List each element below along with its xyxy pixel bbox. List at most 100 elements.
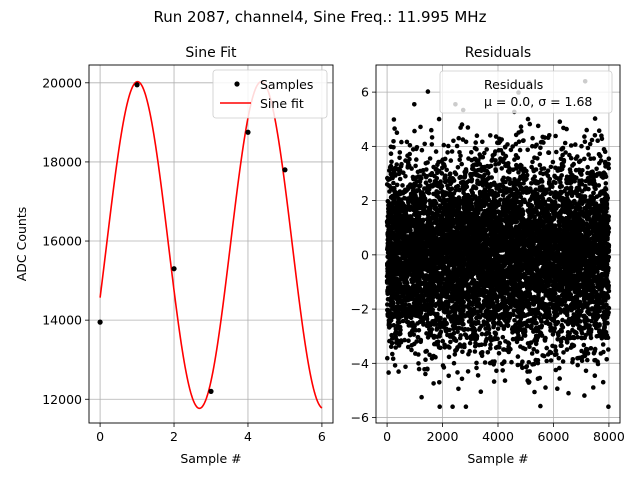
residual-point xyxy=(460,137,466,142)
residual-point xyxy=(400,318,406,324)
residual-point xyxy=(516,170,521,175)
residual-point xyxy=(532,389,537,395)
residual-point xyxy=(460,349,465,355)
residual-point xyxy=(463,171,468,176)
residual-point xyxy=(411,190,417,195)
residual-point xyxy=(459,376,465,382)
residual-point xyxy=(394,182,400,188)
sample-point xyxy=(97,319,103,325)
residual-point xyxy=(597,160,602,166)
residual-point xyxy=(553,133,558,139)
residual-point xyxy=(449,186,455,191)
residual-point xyxy=(529,351,535,356)
residual-point xyxy=(390,351,395,357)
residual-point xyxy=(391,323,397,328)
residual-point xyxy=(546,309,552,315)
residual-point xyxy=(453,171,459,177)
residual-point xyxy=(599,197,604,203)
residual-point xyxy=(471,211,477,216)
residual-point xyxy=(521,138,526,143)
x-tick-label: 4 xyxy=(244,429,252,444)
residual-point xyxy=(497,182,503,188)
residual-point xyxy=(473,340,478,346)
residual-point xyxy=(526,360,532,365)
residual-point xyxy=(558,339,564,345)
residual-point xyxy=(418,124,423,130)
sine-fit-xlabel: Sample # xyxy=(180,451,241,466)
residual-point xyxy=(589,318,594,324)
y-tick-label: 20000 xyxy=(42,75,82,90)
residual-point xyxy=(552,257,557,263)
residual-point xyxy=(539,323,545,329)
residual-point xyxy=(558,310,563,315)
residual-point xyxy=(510,336,516,342)
sine-fit-legend: Samples Sine fit xyxy=(212,69,328,119)
residual-point xyxy=(406,338,411,344)
residual-point xyxy=(544,358,549,364)
residual-point xyxy=(523,185,529,191)
residual-point xyxy=(539,177,544,183)
sine-fit-title: Sine Fit xyxy=(185,45,237,61)
residual-point xyxy=(604,357,609,362)
residual-point xyxy=(531,347,536,352)
residual-point xyxy=(585,164,590,170)
residual-point xyxy=(405,344,411,350)
residual-point xyxy=(512,318,517,323)
residual-point xyxy=(388,144,394,150)
residual-point xyxy=(592,373,598,379)
residual-point xyxy=(568,143,574,148)
residual-point xyxy=(453,184,459,190)
residual-point xyxy=(551,179,557,185)
residual-point xyxy=(436,116,442,122)
residual-point xyxy=(546,150,551,155)
residual-point xyxy=(547,176,552,182)
residual-point xyxy=(454,217,459,222)
residual-point xyxy=(548,358,554,363)
residual-point xyxy=(599,133,604,138)
residual-point xyxy=(535,156,540,161)
residual-point xyxy=(589,137,595,143)
residual-point xyxy=(557,365,562,371)
residual-point xyxy=(423,180,429,185)
residual-point xyxy=(540,296,546,301)
residual-point xyxy=(538,403,543,409)
residual-point xyxy=(493,167,498,172)
residual-point xyxy=(416,361,421,366)
residual-point xyxy=(596,183,602,188)
residual-point xyxy=(406,323,412,328)
residual-point xyxy=(535,123,541,129)
residual-point xyxy=(530,159,535,165)
residual-point xyxy=(579,348,584,354)
residual-point xyxy=(530,135,535,141)
residual-point xyxy=(422,314,428,320)
residual-point xyxy=(467,340,473,346)
residual-point xyxy=(582,134,587,139)
residual-point xyxy=(475,373,481,378)
residual-point xyxy=(553,165,558,171)
residual-point xyxy=(534,349,540,354)
residual-point xyxy=(482,360,488,365)
residual-point xyxy=(423,371,428,377)
residual-point xyxy=(435,170,440,176)
residual-point xyxy=(446,143,451,149)
residual-point xyxy=(540,184,545,189)
residual-point xyxy=(457,157,463,163)
residual-point xyxy=(523,301,529,307)
residual-point xyxy=(484,147,490,152)
residual-point xyxy=(474,315,479,321)
residual-point xyxy=(513,141,519,147)
residual-point xyxy=(521,180,526,186)
residual-point xyxy=(501,324,507,329)
x-tick-label: 2 xyxy=(170,429,178,444)
residual-point xyxy=(472,344,478,349)
residual-point xyxy=(532,174,537,179)
residual-point xyxy=(525,116,531,122)
residual-point xyxy=(455,329,460,335)
residual-point xyxy=(582,156,587,162)
residual-point xyxy=(455,165,461,170)
residual-point xyxy=(515,354,521,359)
legend-samples-label: Samples xyxy=(260,77,313,92)
residual-point xyxy=(500,368,506,373)
residual-point xyxy=(561,350,566,355)
